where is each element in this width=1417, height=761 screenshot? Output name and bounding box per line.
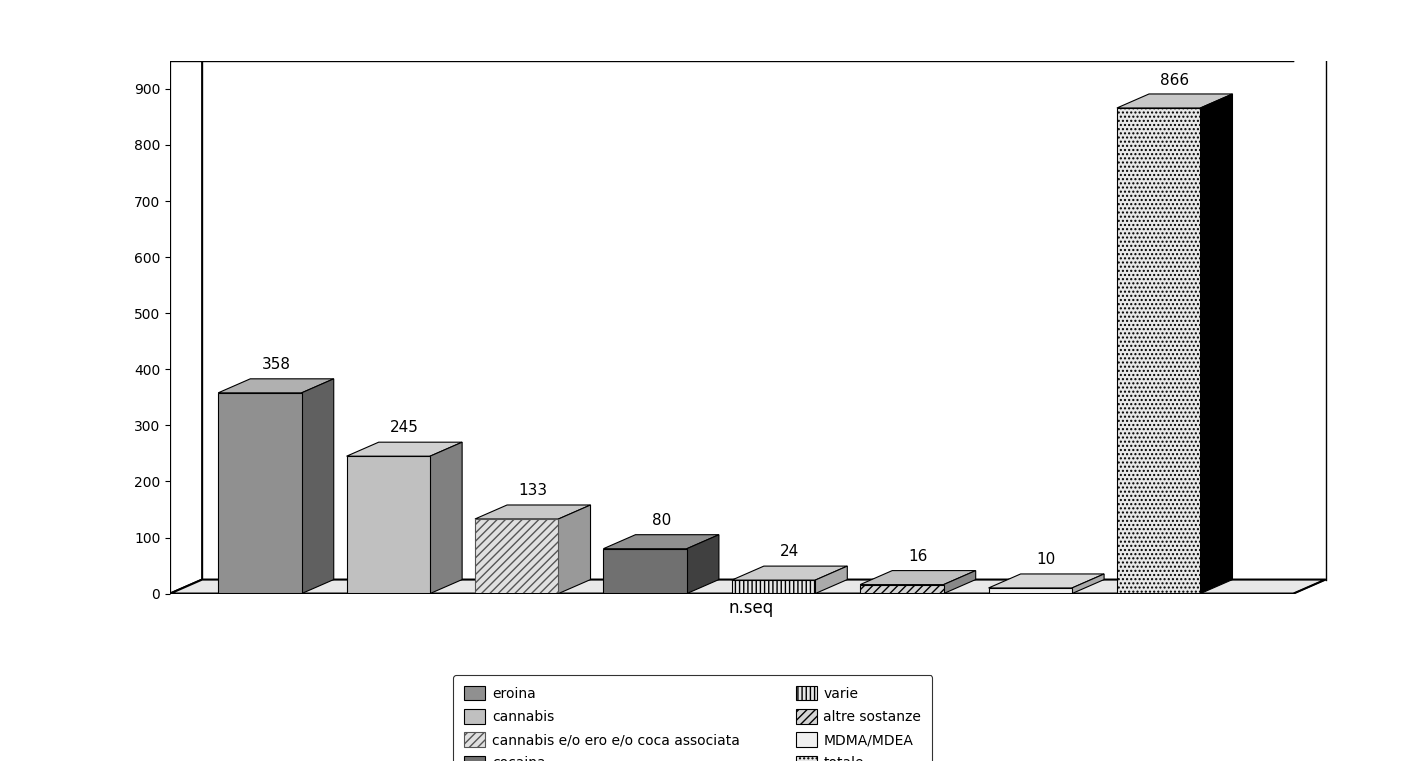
Bar — [989, 588, 1073, 594]
Text: 133: 133 — [519, 483, 547, 498]
Polygon shape — [815, 566, 847, 594]
Polygon shape — [475, 505, 591, 519]
Polygon shape — [1073, 574, 1104, 594]
Polygon shape — [731, 566, 847, 580]
Polygon shape — [302, 379, 334, 594]
Polygon shape — [944, 571, 976, 594]
Polygon shape — [989, 574, 1104, 588]
X-axis label: n.seq: n.seq — [728, 599, 774, 617]
Text: 10: 10 — [1037, 552, 1056, 567]
Polygon shape — [604, 535, 718, 549]
Polygon shape — [687, 535, 718, 594]
Polygon shape — [170, 47, 203, 594]
Text: 16: 16 — [908, 549, 928, 564]
Bar — [347, 456, 429, 594]
Polygon shape — [218, 379, 334, 393]
Polygon shape — [429, 442, 462, 594]
Text: 80: 80 — [652, 513, 670, 528]
Bar — [731, 580, 815, 594]
Polygon shape — [558, 505, 591, 594]
Text: 866: 866 — [1161, 73, 1189, 88]
Text: 245: 245 — [390, 420, 419, 435]
Legend: eroina, cannabis, cannabis e/o ero e/o coca associata, cocaina, varie, altre sos: eroina, cannabis, cannabis e/o ero e/o c… — [453, 675, 932, 761]
Bar — [475, 519, 558, 594]
Bar — [604, 549, 687, 594]
Bar — [1117, 108, 1200, 594]
Text: 358: 358 — [262, 357, 290, 372]
Text: 24: 24 — [779, 544, 799, 559]
Polygon shape — [170, 580, 1325, 594]
Bar — [860, 584, 944, 594]
Polygon shape — [860, 571, 976, 584]
Polygon shape — [347, 442, 462, 456]
Bar — [218, 393, 302, 594]
Polygon shape — [1117, 94, 1233, 108]
Polygon shape — [1200, 94, 1233, 594]
